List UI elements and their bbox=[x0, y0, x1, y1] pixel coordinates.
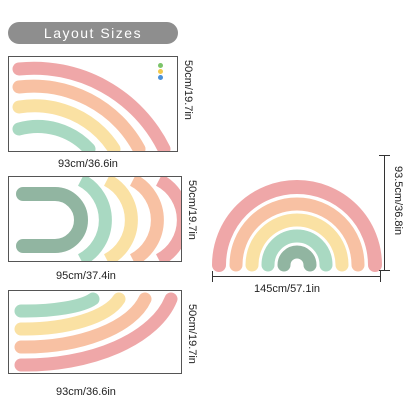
sheet-3-arc-peach bbox=[14, 292, 152, 354]
rainbow-width-tick-left bbox=[212, 271, 213, 282]
sheet-3-height-label: 50cm/19.7in bbox=[186, 304, 198, 364]
sticker-sheet-2 bbox=[8, 176, 182, 262]
rainbow-arc-sage bbox=[277, 245, 317, 272]
sheet-1-arcs bbox=[12, 61, 171, 151]
rainbow-height-tick-bottom bbox=[379, 270, 390, 271]
rainbow-arc-mint bbox=[261, 229, 333, 272]
rainbow-height-rule bbox=[384, 155, 385, 270]
sheet-2-arc-sage bbox=[16, 187, 88, 253]
sheet-3-arc-pink bbox=[14, 292, 178, 372]
sheet-2-width-label: 95cm/37.4in bbox=[56, 270, 116, 282]
logo-dot-blue bbox=[158, 75, 163, 80]
sheet-3-arc-mint bbox=[14, 292, 100, 318]
sheet-2-arc-peach bbox=[129, 177, 164, 261]
sheet-1-arc-pink bbox=[12, 61, 171, 151]
sheet-2-arcs bbox=[16, 177, 181, 261]
sheet-2-arc-mint bbox=[77, 177, 112, 261]
rainbow-arc-yellow bbox=[245, 213, 349, 272]
rainbow-arc-peach bbox=[229, 197, 365, 272]
assembled-rainbow bbox=[212, 180, 382, 272]
sheet-2-arc-pink bbox=[155, 177, 181, 261]
sheet-1-height-label: 50cm/19.7in bbox=[182, 60, 194, 120]
rainbow-height-tick-top bbox=[379, 155, 390, 156]
rainbow-width-rule bbox=[212, 276, 380, 277]
sheet-2-height-label: 50cm/19.7in bbox=[186, 180, 198, 240]
sheet-2-arc-yellow bbox=[103, 177, 138, 261]
sheet-3-arcs bbox=[14, 292, 178, 372]
sticker-sheet-1 bbox=[8, 56, 178, 152]
sheet-1-width-label: 93cm/36.6in bbox=[58, 158, 118, 170]
sheet-3-width-label: 93cm/36.6in bbox=[56, 386, 116, 398]
sticker-sheet-3 bbox=[8, 290, 182, 374]
logo-dot-yellow bbox=[158, 69, 163, 74]
sheet-1-arc-peach bbox=[12, 79, 146, 151]
rainbow-width-tick-right bbox=[380, 271, 381, 282]
rainbow-width-label: 145cm/57.1in bbox=[254, 283, 321, 295]
layout-sizes-title: Layout Sizes bbox=[8, 22, 178, 44]
sheet-1-arc-mint bbox=[12, 120, 96, 151]
rainbow-arc-pink bbox=[212, 180, 382, 272]
logo-dot-green bbox=[158, 63, 163, 68]
sheet-3-arc-yellow bbox=[14, 292, 126, 336]
sheet-1-arc-yellow bbox=[12, 99, 121, 151]
rainbow-height-label: 93.5cm/36.8in bbox=[392, 166, 404, 236]
